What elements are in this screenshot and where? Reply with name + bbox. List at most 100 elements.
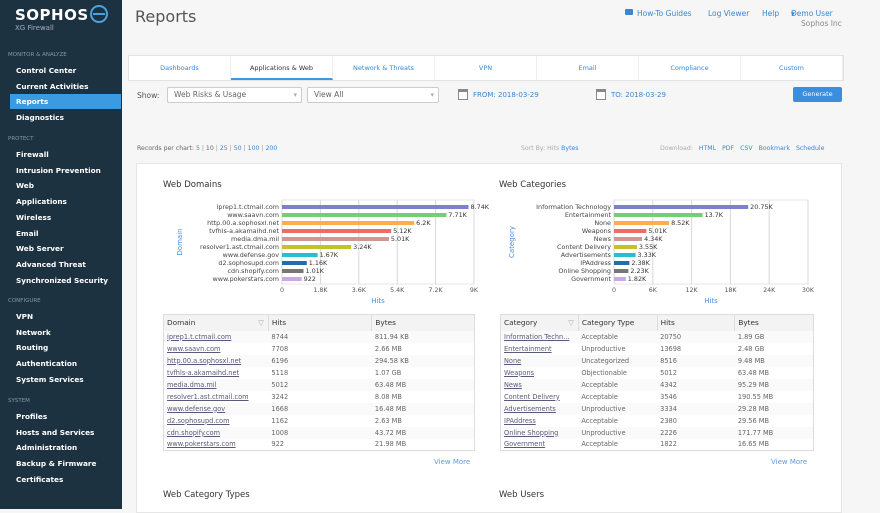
column-header-category[interactable]: Category ▽ xyxy=(500,314,579,331)
tab-applications-web[interactable]: Applications & Web xyxy=(231,56,333,80)
row-link[interactable]: www.defense.gov xyxy=(163,402,269,415)
cell: 16.48 MB xyxy=(371,402,475,415)
row-link[interactable]: Government xyxy=(504,440,546,449)
column-header-domain[interactable]: Domain ▽ xyxy=(163,314,269,331)
sidebar-item-control-center[interactable]: Control Center xyxy=(16,66,77,75)
cell: 190.55 MB xyxy=(737,392,774,401)
sidebar-item-vpn[interactable]: VPN xyxy=(16,312,34,321)
bar xyxy=(282,277,302,281)
download-pdf[interactable]: PDF xyxy=(722,145,735,152)
sidebar-item-reports[interactable]: Reports xyxy=(10,94,121,110)
report-select[interactable]: Web Risks & Usage xyxy=(167,87,302,103)
cell: 43.72 MB xyxy=(371,426,475,439)
web-categories-title: Web Categories xyxy=(499,180,567,190)
sidebar-item-current-activities[interactable]: Current Activities xyxy=(16,81,89,91)
generate-button[interactable]: Generate xyxy=(793,87,842,102)
records-option[interactable]: 100 xyxy=(247,145,260,152)
sidebar-item-synchronized-security[interactable]: Synchronized Security xyxy=(16,275,109,285)
bar xyxy=(614,253,636,257)
sidebar-item-network[interactable]: Network xyxy=(16,327,51,337)
calendar-icon[interactable] xyxy=(458,89,468,100)
sidebar-item-email[interactable]: Email xyxy=(16,228,39,238)
tab-dashboards[interactable]: Dashboards xyxy=(129,56,231,80)
records-option[interactable]: 200 xyxy=(265,145,278,152)
sidebar-item-backup-firmware[interactable]: Backup & Firmware xyxy=(16,459,97,469)
to-date[interactable]: TO: 2018-03-29 xyxy=(611,91,666,99)
x-tick-label: 12K xyxy=(686,287,699,294)
row-link[interactable]: www.saavn.com xyxy=(167,344,221,353)
row-link[interactable]: cdn.shopify.com xyxy=(163,426,269,439)
x-axis-title: Hits xyxy=(371,297,385,305)
download-bookmark[interactable]: Bookmark xyxy=(758,145,790,152)
view-more-domains[interactable]: View More xyxy=(434,458,471,466)
sidebar-item-advanced-threat[interactable]: Advanced Threat xyxy=(16,259,86,269)
row-link[interactable]: iprep1.t.ctmail.com xyxy=(163,330,269,343)
sidebar-item-applications[interactable]: Applications xyxy=(16,197,67,207)
from-date[interactable]: FROM: 2018-03-29 xyxy=(473,91,539,99)
row-link[interactable]: IPAddress xyxy=(504,416,536,425)
row-link[interactable]: d2.sophosupd.com xyxy=(167,416,230,425)
x-tick-label: 18K xyxy=(724,287,737,294)
view-select[interactable]: View All xyxy=(307,87,439,103)
tab-compliance[interactable]: Compliance xyxy=(639,56,741,80)
tab-network-threats[interactable]: Network & Threats xyxy=(333,56,435,80)
x-tick-label: 0 xyxy=(612,287,616,294)
sidebar-item-routing[interactable]: Routing xyxy=(16,343,49,353)
tab-email[interactable]: Email xyxy=(537,56,639,80)
sidebar-item-diagnostics[interactable]: Diagnostics xyxy=(16,113,64,123)
row-link[interactable]: resolver1.ast.ctmail.com xyxy=(167,392,249,401)
sort-bytes[interactable]: Bytes xyxy=(561,145,579,152)
help-link[interactable]: Help xyxy=(762,9,780,18)
records-option[interactable]: 10 xyxy=(205,145,214,152)
records-option[interactable]: 25 xyxy=(219,145,228,152)
calendar-icon[interactable] xyxy=(596,89,606,100)
category-label: resolver1.ast.ctmail.com xyxy=(200,243,279,251)
row-link[interactable]: http.00.a.sophosxl.net xyxy=(163,354,269,367)
column-header-category-type[interactable]: Category Type xyxy=(578,314,658,331)
row-link[interactable]: News xyxy=(500,378,579,391)
download-schedule[interactable]: Schedule xyxy=(795,145,825,152)
sidebar-item-intrusion-prevention[interactable]: Intrusion Prevention xyxy=(16,165,101,175)
sidebar-item-firewall[interactable]: Firewall xyxy=(16,150,49,159)
tab-vpn[interactable]: VPN xyxy=(435,56,537,80)
row-link[interactable]: media.dma.mil xyxy=(163,378,269,391)
records-option[interactable]: 50 xyxy=(233,145,242,152)
row-link[interactable]: Advertisements xyxy=(500,402,579,415)
sidebar-item-hosts-and-services[interactable]: Hosts and Services xyxy=(16,427,95,437)
filter-icon[interactable]: ▽ xyxy=(568,318,574,328)
records-option[interactable]: 5 xyxy=(195,145,200,152)
x-tick-label: 7.2K xyxy=(429,287,444,294)
sidebar-item-wireless[interactable]: Wireless xyxy=(16,212,52,222)
table-row: Government Acceptable 1822 16.65 MB xyxy=(501,439,814,451)
sidebar-item-web[interactable]: Web xyxy=(16,181,34,191)
sort-hits[interactable]: Hits xyxy=(547,145,560,152)
column-header-hits[interactable]: Hits xyxy=(268,314,373,331)
column-header-bytes[interactable]: Bytes xyxy=(734,314,814,331)
table-row: Weapons Objectionable 5012 63.48 MB xyxy=(501,367,814,379)
row-link[interactable]: Entertainment xyxy=(504,344,552,353)
row-link[interactable]: Online Shopping xyxy=(500,426,579,439)
sidebar-item-profiles[interactable]: Profiles xyxy=(16,412,48,421)
row-link[interactable]: tvfhls-a.akamaihd.net xyxy=(167,368,240,377)
column-header-hits[interactable]: Hits xyxy=(657,314,736,331)
column-header-bytes[interactable]: Bytes xyxy=(371,314,475,331)
row-link[interactable]: Information Techn... xyxy=(500,330,579,343)
row-link[interactable]: Content Delivery xyxy=(504,392,560,401)
tab-custom[interactable]: Custom xyxy=(741,56,843,80)
bar xyxy=(614,261,630,265)
sidebar-item-administration[interactable]: Administration xyxy=(16,443,78,453)
row-link[interactable]: www.pokerstars.com xyxy=(167,440,236,449)
cell: 1.89 GB xyxy=(734,330,814,343)
row-link[interactable]: Weapons xyxy=(504,368,535,377)
sidebar-item-authentication[interactable]: Authentication xyxy=(16,359,78,369)
sidebar-item-system-services[interactable]: System Services xyxy=(16,374,84,384)
how-to-guides-link[interactable]: How-To Guides xyxy=(637,9,692,18)
row-link[interactable]: None xyxy=(500,354,579,367)
sidebar-item-web-server[interactable]: Web Server xyxy=(16,244,64,254)
download-csv[interactable]: CSV xyxy=(740,145,753,152)
download-html[interactable]: HTML xyxy=(698,145,717,152)
sidebar-item-certificates[interactable]: Certificates xyxy=(16,474,64,484)
log-viewer-link[interactable]: Log Viewer xyxy=(708,9,750,18)
filter-icon[interactable]: ▽ xyxy=(258,318,264,328)
view-more-categories[interactable]: View More xyxy=(771,458,808,466)
